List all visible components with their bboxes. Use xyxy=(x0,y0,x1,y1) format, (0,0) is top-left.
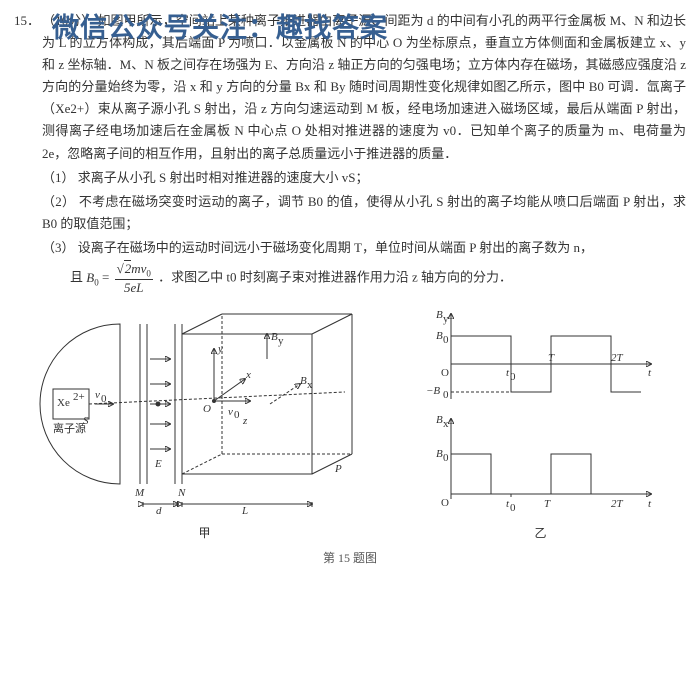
bx-label: B xyxy=(300,375,307,387)
eq-sign: = xyxy=(102,270,113,285)
b0-top-label: B xyxy=(436,330,443,342)
xe-label: Xe xyxy=(57,397,70,409)
ion-source-label: 离子源 xyxy=(53,421,86,435)
o3-label: O xyxy=(441,497,449,509)
mb0-sub: 0 xyxy=(443,389,449,401)
v0-sub: 0 xyxy=(101,393,107,405)
x-axis-label: x xyxy=(245,369,251,381)
o2-label: O xyxy=(441,367,449,379)
v0-label: v xyxy=(95,389,100,401)
n-label: N xyxy=(177,487,186,499)
t2-bot: 2T xyxy=(611,498,624,510)
part1-text: 求离子从小孔 S 射出时相对推进器的速度大小 vS； xyxy=(78,170,369,185)
b0-bot-sub: 0 xyxy=(443,452,449,464)
figure-yi-container: B y B 0 O −B 0 t 0 T 2T t B x B 0 O xyxy=(416,304,666,543)
v0-cube-sub: 0 xyxy=(234,409,240,421)
bx-sub: x xyxy=(307,379,313,391)
t2-top: 2T xyxy=(611,352,624,364)
l-label: L xyxy=(241,505,248,514)
t-axis-bot: t xyxy=(648,498,652,510)
part2-text: 不考虑在磁场突变时运动的离子，调节 B0 的值，使得从小孔 S 射出的离子均能从… xyxy=(42,194,686,231)
by-sub: y xyxy=(278,335,284,347)
question-number: 15． xyxy=(14,10,42,32)
figure-yi-svg: B y B 0 O −B 0 t 0 T 2T t B x B 0 O xyxy=(416,304,666,514)
figure-bottom-caption: 第 15 题图 xyxy=(14,548,686,568)
t0s-top: 0 xyxy=(510,371,516,383)
e-label: E xyxy=(154,458,162,470)
t-axis-top: t xyxy=(648,367,652,379)
b0-lhs: B0 xyxy=(86,270,98,285)
y-axis-label: y xyxy=(217,343,223,355)
p-label: P xyxy=(334,463,342,475)
b0-top-sub: 0 xyxy=(443,334,449,346)
v0-cube-label: v xyxy=(228,406,233,418)
figure-jia-container: Xe 2+ 离子源 S v 0 E O y x xyxy=(35,304,375,543)
o-label: O xyxy=(203,403,211,415)
d-label: d xyxy=(156,505,162,514)
question-intro: （16分） 如图甲所示，空间站上某种离子推进器由离子源、间距为 d 的中间有小孔… xyxy=(42,10,686,165)
t0s-bot: 0 xyxy=(510,502,516,514)
part3-text-c: ．求图乙中 t0 时刻离子束对推进器作用力沿 z 轴方向的分力． xyxy=(158,270,512,285)
s-label: S xyxy=(83,415,89,427)
part3-text-a: 设离子在磁场中的运动时间远小于磁场变化周期 T，单位时间从端面 P 射出的离子数… xyxy=(78,240,593,255)
part3-label: （3） xyxy=(42,240,75,255)
figure-jia-svg: Xe 2+ 离子源 S v 0 E O y x xyxy=(35,304,375,514)
m-label: M xyxy=(134,487,145,499)
figure-jia-caption: 甲 xyxy=(35,523,375,543)
figure-yi-caption: 乙 xyxy=(416,523,666,543)
part3-formula-line: 且 B0 = √2mv0 5eL ．求图乙中 t0 时刻离子束对推进器作用力沿 … xyxy=(70,261,686,296)
b0-fraction: √2mv0 5eL xyxy=(115,261,153,296)
b0-bot-label: B xyxy=(436,448,443,460)
bx-axis-label: B xyxy=(436,414,443,426)
mb0-label: −B xyxy=(426,385,440,397)
part2-label: （2） xyxy=(42,194,75,209)
bx-axis-sub: x xyxy=(443,418,449,430)
xe-sup: 2+ xyxy=(73,391,85,403)
t-bot: T xyxy=(544,498,551,510)
by-axis-label: B xyxy=(436,309,443,321)
by-label: B xyxy=(271,331,278,343)
z-axis-label: z xyxy=(242,415,248,427)
by-axis-sub: y xyxy=(443,313,449,325)
part3-text-b: 且 xyxy=(70,270,86,285)
t-top: T xyxy=(548,352,555,364)
part1-label: （1） xyxy=(42,170,75,185)
